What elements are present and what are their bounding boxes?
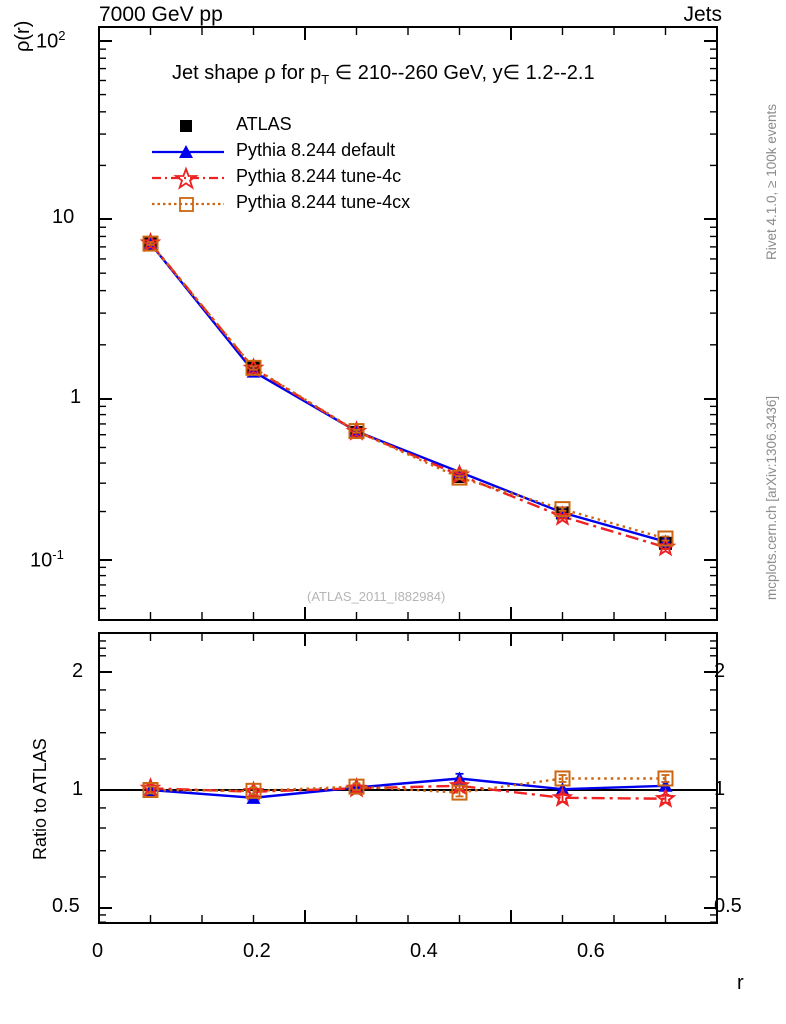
xtick-label-0: 0 bbox=[92, 940, 104, 962]
generated-plot-geometry bbox=[98, 26, 718, 924]
ytick-label-1: 1 bbox=[70, 386, 82, 408]
analysis-id-watermark: (ATLAS_2011_I882984) bbox=[307, 589, 446, 604]
ratio-series-line-filled-triangle bbox=[150, 777, 666, 800]
ratio-ytick-label-2-left: 2 bbox=[72, 660, 84, 682]
main-marker-open-square bbox=[348, 423, 365, 440]
main-series-line-open-star bbox=[149, 242, 666, 549]
xtick-label-0.4: 0.4 bbox=[410, 940, 438, 962]
main-marker-open-square bbox=[657, 530, 674, 547]
main-marker-open-square bbox=[451, 469, 468, 486]
main-marker-open-square bbox=[245, 359, 262, 376]
legend-marker-atlas bbox=[180, 120, 192, 132]
legend-marker-default bbox=[152, 145, 224, 158]
ratio-marker-open-square bbox=[348, 778, 365, 795]
ratio-ytick-label-0.5-right: 0.5 bbox=[714, 895, 742, 917]
header-left-label: 7000 GeV pp bbox=[99, 3, 223, 26]
legend-marker-tune4c bbox=[152, 166, 224, 190]
main-marker-open-square bbox=[554, 501, 571, 518]
ratio-marker-open-square bbox=[142, 782, 159, 798]
ratio-ytick-label-1-right: 1 bbox=[714, 778, 726, 800]
main-marker-open-square bbox=[142, 235, 159, 252]
xtick-label-0.2: 0.2 bbox=[243, 940, 271, 962]
ratio-marker-open-star bbox=[654, 787, 677, 808]
ratio-marker-open-square bbox=[245, 782, 262, 799]
legend-label-atlas: ATLAS bbox=[236, 114, 292, 134]
legend-label-tune4cx: Pythia 8.244 tune-4cx bbox=[236, 192, 411, 212]
header-right-label: Jets bbox=[683, 3, 722, 26]
ratio-ytick-label-0.5-left: 0.5 bbox=[52, 895, 80, 917]
main-series-line-open-square bbox=[149, 242, 666, 540]
ratio-series-line-open-square bbox=[150, 777, 666, 794]
legend-label-tune4c: Pythia 8.244 tune-4c bbox=[236, 166, 402, 186]
xtick-label-0.6: 0.6 bbox=[577, 940, 605, 962]
legend-marker-tune4cx bbox=[152, 197, 224, 212]
ratio-marker-open-square bbox=[554, 770, 571, 787]
legend-label-default: Pythia 8.244 default bbox=[236, 140, 396, 160]
ratio-ytick-label-2-right: 2 bbox=[714, 660, 726, 682]
ytick-label-10: 10 bbox=[52, 206, 75, 228]
ytick-label-0.1: 10-1 bbox=[30, 547, 64, 572]
ratio-marker-open-square bbox=[657, 770, 674, 787]
main-plot-title: Jet shape ρ for pT ∈ 210--260 GeV, y∈ 1.… bbox=[172, 62, 595, 87]
ratio-marker-open-star bbox=[551, 786, 574, 808]
main-series-line-filled-triangle bbox=[149, 242, 666, 543]
ratio-ytick-label-1-left: 1 bbox=[72, 778, 84, 800]
ratio-marker-open-square bbox=[451, 784, 468, 801]
x-axis-title: r bbox=[737, 972, 744, 994]
ytick-label-100: 102 bbox=[36, 28, 66, 53]
